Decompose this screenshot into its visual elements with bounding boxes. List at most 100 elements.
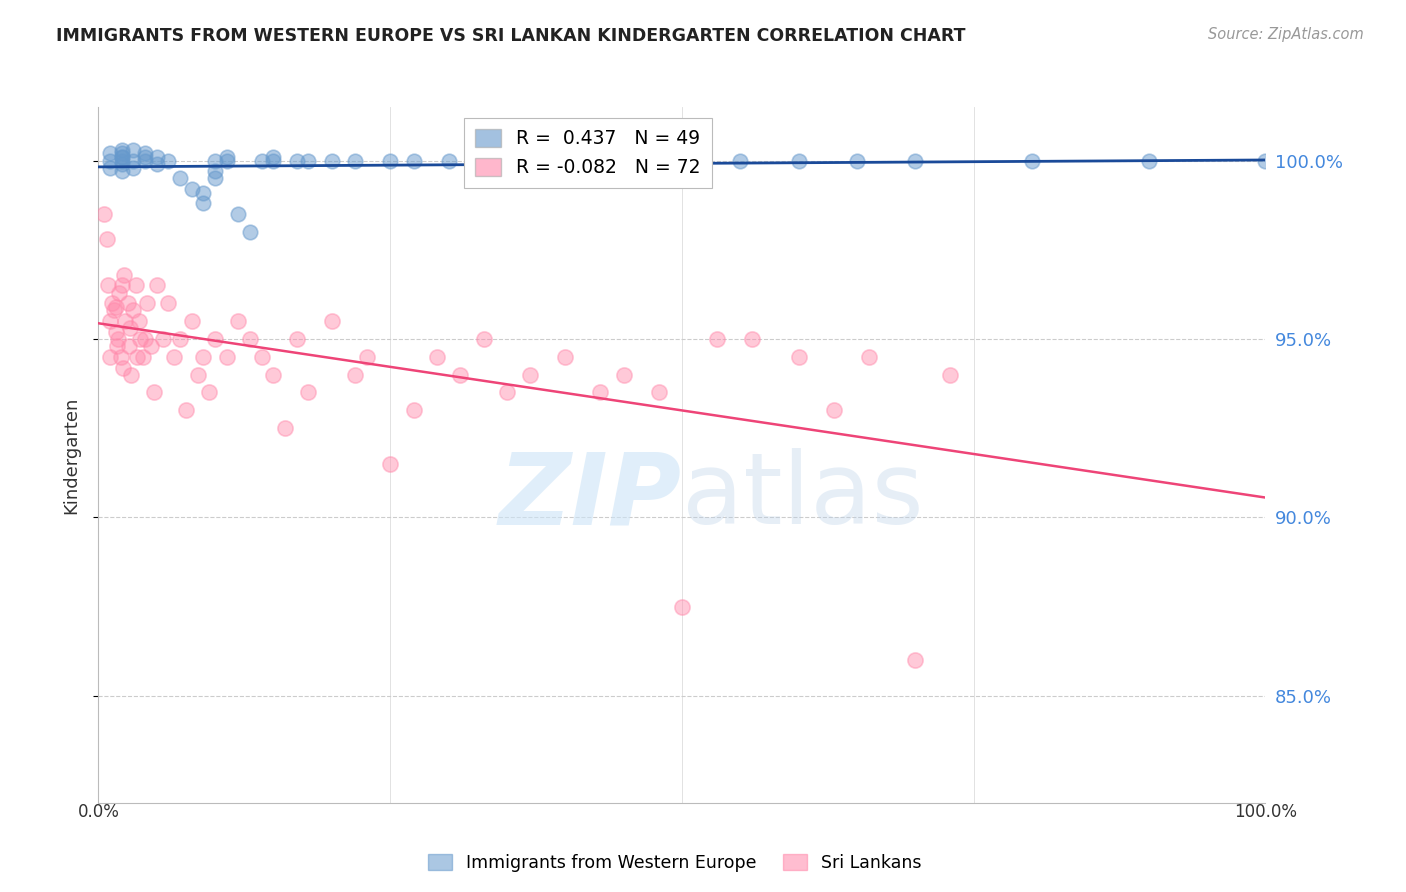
Point [110,350,132,364]
Point [98,161,121,175]
Point [321,314,343,328]
Point [495,385,517,400]
Point [1254,153,1277,168]
Point [146,150,169,164]
Point [122,161,145,175]
Legend: R =  0.437   N = 49, R = -0.082   N = 72: R = 0.437 N = 49, R = -0.082 N = 72 [464,118,711,188]
Point [741,332,763,346]
Point [134,150,156,164]
Point [262,368,284,382]
Point [437,153,460,168]
Point [114,314,136,328]
Point [193,196,215,211]
Point [112,268,135,282]
Point [495,153,517,168]
Point [111,146,134,161]
Point [297,153,319,168]
Point [132,350,155,364]
Point [134,332,156,346]
Point [262,153,284,168]
Point [128,314,150,328]
Point [904,653,927,667]
Text: IMMIGRANTS FROM WESTERN EUROPE VS SRI LANKAN KINDERGARTEN CORRELATION CHART: IMMIGRANTS FROM WESTERN EUROPE VS SRI LA… [56,27,966,45]
Point [111,157,134,171]
Point [96,232,118,246]
Point [98,153,121,168]
Point [787,153,810,168]
Legend: Immigrants from Western Europe, Sri Lankans: Immigrants from Western Europe, Sri Lank… [422,847,928,879]
Point [378,153,402,168]
Point [204,171,226,186]
Point [101,296,124,310]
Point [297,385,319,400]
Point [103,303,125,318]
Point [402,403,425,417]
Point [449,368,471,382]
Point [239,332,262,346]
Point [111,278,134,293]
Y-axis label: Kindergarten: Kindergarten [62,396,80,514]
Point [125,278,148,293]
Point [187,368,209,382]
Point [250,350,273,364]
Point [671,153,693,168]
Point [647,385,669,400]
Point [169,171,191,186]
Point [193,350,215,364]
Point [104,325,127,339]
Point [589,385,612,400]
Point [180,314,202,328]
Point [118,321,141,335]
Point [321,153,343,168]
Point [193,186,215,200]
Point [426,350,449,364]
Point [104,300,127,314]
Point [157,153,180,168]
Point [939,368,962,382]
Point [111,150,134,164]
Point [122,303,145,318]
Point [136,296,159,310]
Point [111,143,134,157]
Point [204,332,226,346]
Point [706,332,728,346]
Point [118,339,141,353]
Point [613,368,636,382]
Point [111,360,134,375]
Point [129,332,152,346]
Point [262,150,284,164]
Point [250,153,273,168]
Point [117,296,139,310]
Point [285,153,308,168]
Point [134,146,156,161]
Point [846,153,869,168]
Point [519,368,541,382]
Point [93,207,115,221]
Point [472,332,495,346]
Text: atlas: atlas [682,448,924,545]
Point [146,157,169,171]
Point [98,350,121,364]
Point [111,153,134,168]
Point [228,314,250,328]
Point [204,164,226,178]
Point [134,153,156,168]
Point [671,599,693,614]
Point [120,368,142,382]
Text: 100.0%: 100.0% [1234,803,1296,821]
Point [107,332,129,346]
Point [1137,153,1160,168]
Point [169,332,191,346]
Point [180,182,202,196]
Point [823,403,845,417]
Point [215,350,238,364]
Point [198,385,221,400]
Text: 0.0%: 0.0% [77,803,120,821]
Point [215,153,238,168]
Point [111,164,134,178]
Text: ZIP: ZIP [499,448,682,545]
Point [378,457,402,471]
Point [239,225,262,239]
Point [98,314,121,328]
Point [344,368,367,382]
